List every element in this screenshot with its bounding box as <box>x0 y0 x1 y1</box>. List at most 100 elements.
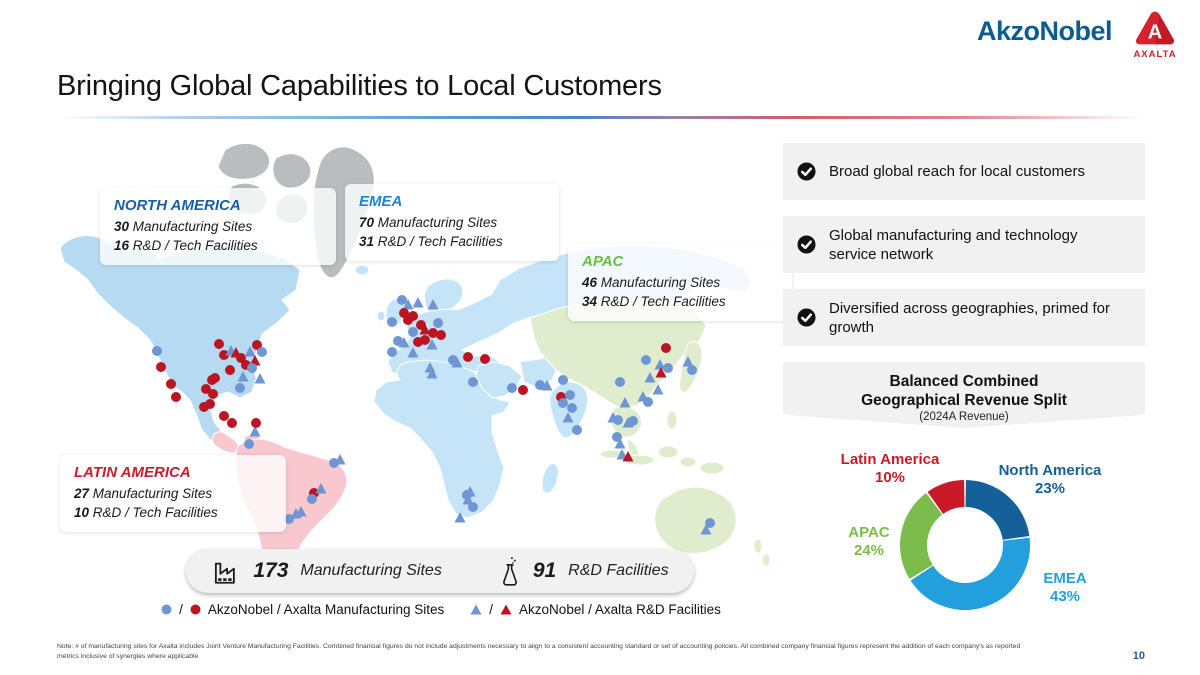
akzonobel-manufacturing-site-marker <box>558 398 568 408</box>
axalta-manufacturing-site-marker <box>225 365 235 375</box>
benefit-text: Broad global reach for local customers <box>829 163 1085 180</box>
region-rnd-value: 31 <box>359 234 375 249</box>
donut-label-emea: EMEA 43% <box>1020 570 1110 606</box>
donut-segment-emea <box>910 537 1030 610</box>
akzonobel-manufacturing-site-marker <box>615 377 625 387</box>
axalta-manufacturing-site-marker <box>408 311 418 321</box>
slice-category: APAC <box>848 524 890 541</box>
akzonobel-rnd-facility-marker <box>541 380 553 391</box>
akzonobel-manufacturing-site-marker <box>393 336 403 346</box>
akzonobel-logo: AkzoNobel <box>976 16 1113 46</box>
akzonobel-rnd-facility-marker <box>644 372 656 383</box>
legend-separator: / <box>179 602 183 617</box>
revenue-donut-chart <box>900 480 1030 610</box>
axalta-manufacturing-site-marker <box>214 339 224 349</box>
page-title: Bringing Global Capabilities to Local Cu… <box>57 70 662 102</box>
akzonobel-manufacturing-site-marker <box>247 363 257 373</box>
benefit-item-1: Broad global reach for local customers <box>783 143 1145 200</box>
axalta-manufacturing-site-marker <box>420 335 430 345</box>
akzonobel-rnd-facility-marker <box>454 512 466 523</box>
akzonobel-manufacturing-site-marker <box>507 383 517 393</box>
region-rnd-label: R&D / Tech Facilities <box>92 505 218 520</box>
region-mfg-label: Manufacturing Sites <box>377 215 498 230</box>
total-manufacturing-label: Manufacturing Sites <box>300 562 442 579</box>
region-mfg-value: 46 <box>582 275 598 290</box>
akzonobel-manufacturing-site-marker <box>152 346 162 356</box>
slice-percent: 10% <box>874 469 906 486</box>
axalta-rnd-facility-marker <box>622 451 634 462</box>
akzonobel-rnd-facility-marker <box>402 299 414 310</box>
akzonobel-manufacturing-site-marker <box>535 380 545 390</box>
svg-text:A: A <box>1148 22 1163 44</box>
akzonobel-rnd-facility-marker <box>614 438 626 449</box>
akzonobel-rnd-facility-marker <box>295 506 307 517</box>
legend-separator: / <box>489 602 494 617</box>
axalta-rnd-facility-marker <box>655 367 667 378</box>
akzonobel-rnd-facility-marker <box>426 368 438 379</box>
akzonobel-manufacturing-site-marker <box>558 375 568 385</box>
region-callout-north-america: NORTH AMERICA 30 Manufacturing Sites 16 … <box>100 188 336 265</box>
region-rnd-label: R&D / Tech Facilities <box>600 294 726 309</box>
akzonobel-rnd-facility-marker <box>244 346 256 357</box>
akzonobel-manufacturing-site-marker <box>687 365 697 375</box>
akzonobel-manufacturing-site-marker <box>613 415 623 425</box>
donut-label-apac: APAC 24% <box>830 524 908 560</box>
region-rnd-value: 16 <box>114 238 130 253</box>
axalta-manufacturing-site-marker <box>436 330 446 340</box>
donut-segment-latin-america <box>927 480 966 515</box>
axalta-manufacturing-site-marker <box>227 418 237 428</box>
akzonobel-rnd-facility-marker <box>619 397 631 408</box>
total-manufacturing-value: 173 <box>253 559 289 582</box>
total-rnd-label: R&D Facilities <box>568 562 669 579</box>
akzonobel-rnd-facility-marker <box>462 494 474 505</box>
akzonobel-manufacturing-site-marker <box>641 355 651 365</box>
region-mfg-value: 27 <box>74 486 90 501</box>
central-america-landmass <box>211 431 240 454</box>
region-callout-emea: EMEA 70 Manufacturing Sites 31 R&D / Tec… <box>345 184 559 261</box>
akzonobel-rnd-facility-marker <box>407 347 419 358</box>
axalta-manufacturing-site-marker <box>208 389 218 399</box>
iceland-landmass <box>354 264 370 276</box>
akzonobel-rnd-facility-marker <box>562 412 574 423</box>
axalta-wordmark: AXALTA <box>1133 49 1177 60</box>
australia-landmass <box>654 486 737 555</box>
akzonobel-rnd-legend-icon <box>470 604 482 615</box>
akzonobel-rnd-facility-marker <box>451 357 463 368</box>
axalta-manufacturing-site-marker <box>428 328 438 338</box>
axalta-manufacturing-site-marker <box>201 384 211 394</box>
region-name: EMEA <box>359 193 403 210</box>
north-america-landmass <box>59 235 301 449</box>
akzonobel-rnd-facility-marker <box>254 373 266 384</box>
axalta-manufacturing-site-marker <box>252 340 262 350</box>
borneo-landmass <box>657 445 679 459</box>
revenue-split-title: Balanced Combined Geographical Revenue S… <box>861 373 1067 409</box>
revenue-split-subtitle: (2024A Revenue) <box>919 411 1009 423</box>
region-name: APAC <box>582 253 624 270</box>
slice-percent: 23% <box>1034 480 1066 497</box>
legend-rnd-label: AkzoNobel / Axalta R&D Facilities <box>519 602 721 617</box>
akzonobel-manufacturing-site-marker <box>387 347 397 357</box>
region-mfg-value: 70 <box>359 215 375 230</box>
benefit-item-2: Global manufacturing and technology serv… <box>783 216 1145 273</box>
flask-icon <box>502 556 517 586</box>
akzonobel-manufacturing-site-marker <box>284 514 294 524</box>
akzonobel-manufacturing-site-marker <box>705 518 715 528</box>
akzonobel-manufacturing-site-marker <box>628 416 638 426</box>
region-callout-latin-america: LATIN AMERICA 27 Manufacturing Sites 10 … <box>60 455 286 532</box>
akzonobel-manufacturing-site-marker <box>663 363 673 373</box>
axalta-rnd-facility-marker <box>249 355 261 366</box>
akzonobel-manufacturing-legend-icon <box>161 604 172 615</box>
axalta-manufacturing-site-marker <box>236 353 246 363</box>
ireland-landmass <box>376 310 386 322</box>
akzonobel-manufacturing-site-marker <box>387 317 397 327</box>
factory-icon <box>215 562 236 584</box>
akzonobel-manufacturing-site-marker <box>235 383 245 393</box>
new-zealand-landmass <box>761 553 771 567</box>
akzonobel-manufacturing-site-marker <box>572 425 582 435</box>
akzonobel-manufacturing-site-marker <box>397 295 407 305</box>
axalta-manufacturing-legend-icon <box>190 604 201 615</box>
akzonobel-rnd-facility-marker <box>412 297 424 308</box>
donut-label-latin-america: Latin America 10% <box>830 451 950 487</box>
axalta-triangle-icon: A <box>1135 11 1175 45</box>
akzonobel-manufacturing-site-marker <box>567 403 577 413</box>
